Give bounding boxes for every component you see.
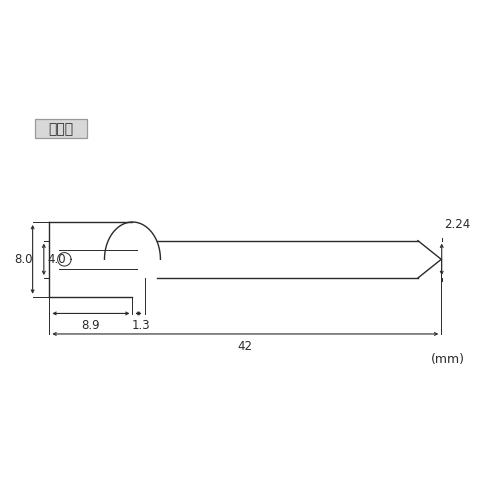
Text: 1.3: 1.3 [132,319,150,332]
Text: 8.9: 8.9 [82,319,100,332]
Text: 2.24: 2.24 [444,218,470,232]
Text: 寸法図: 寸法図 [48,122,74,136]
FancyBboxPatch shape [36,120,86,138]
Text: 8.0: 8.0 [14,253,32,266]
Text: 42: 42 [238,340,253,352]
Text: 4.0: 4.0 [47,253,66,266]
Text: (mm): (mm) [430,352,464,366]
